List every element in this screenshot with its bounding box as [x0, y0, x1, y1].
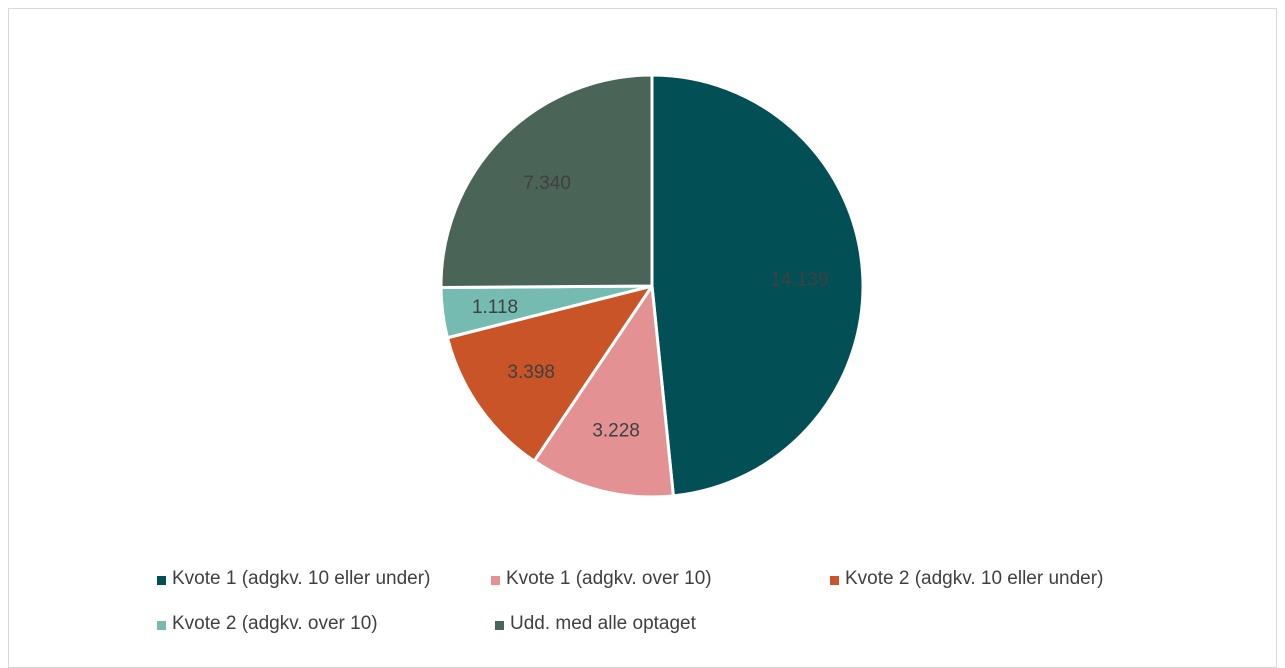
- legend-item-2: Kvote 1 (adgkv. over 10): [491, 568, 712, 590]
- legend-label: Kvote 1 (adgkv. over 10): [506, 568, 712, 589]
- data-label-1: 14.139: [770, 270, 828, 291]
- legend-item-5: Udd. med alle optaget: [495, 613, 696, 635]
- pie-slice-1: [650, 73, 865, 498]
- data-label-5: 7.340: [523, 173, 571, 194]
- data-label-4: 1.118: [472, 297, 518, 318]
- legend-label: Kvote 2 (adgkv. 10 eller under): [845, 568, 1104, 589]
- pie-slices: [439, 73, 865, 499]
- pie-slice-2: [532, 284, 675, 499]
- legend-swatch: [495, 621, 504, 630]
- legend-swatch: [830, 576, 839, 585]
- legend-label: Kvote 1 (adgkv. 10 eller under): [172, 568, 431, 589]
- data-label-3: 3.398: [507, 362, 555, 383]
- legend-item-1: Kvote 1 (adgkv. 10 eller under): [157, 568, 430, 590]
- pie-slice-5: [439, 73, 654, 290]
- pie-slice-3: [445, 284, 654, 463]
- legend-label: Udd. med alle optaget: [510, 613, 696, 634]
- legend-swatch: [157, 621, 166, 630]
- data-label-2: 3.228: [592, 420, 640, 441]
- legend-item-4: Kvote 2 (adgkv. over 10): [157, 613, 378, 635]
- data-labels: 14.139 3.228 3.398 1.118 7.340: [472, 173, 829, 441]
- legend-swatch: [157, 576, 166, 585]
- legend-item-3: Kvote 2 (adgkv. 10 eller under): [830, 568, 1103, 590]
- legend-label: Kvote 2 (adgkv. over 10): [172, 613, 378, 634]
- legend-swatch: [491, 576, 500, 585]
